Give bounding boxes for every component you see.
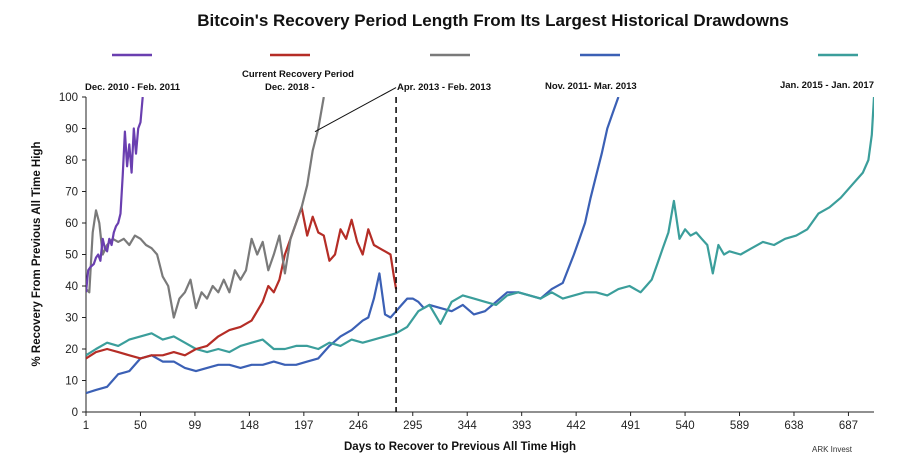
marker-group: [314, 87, 397, 412]
series-label-2: Apr. 2013 - Feb. 2013: [397, 82, 491, 93]
y-tick-label: 60: [65, 218, 78, 230]
x-tick-label: 197: [294, 420, 313, 432]
x-tick-label: 638: [784, 420, 803, 432]
chart-title: Bitcoin's Recovery Period Length From It…: [197, 11, 789, 30]
series-line-1: [86, 206, 398, 360]
series-label-prefix: Current Recovery Period: [242, 69, 354, 80]
y-tick-label: 40: [65, 281, 78, 293]
y-ticks: 0 10 20 30 40 50 60 70 80 90 100: [59, 92, 86, 419]
y-tick-label: 30: [65, 313, 78, 325]
series-lines: [86, 97, 874, 395]
x-tick-label: 344: [458, 420, 478, 432]
y-tick-label: 10: [65, 376, 78, 388]
x-tick-label: 589: [730, 420, 749, 432]
x-tick-label: 393: [512, 420, 531, 432]
credit-label: ARK Invest: [812, 445, 853, 454]
x-tick-label: 50: [134, 420, 147, 432]
y-tick-label: 90: [65, 124, 78, 136]
x-tick-label: 99: [189, 420, 202, 432]
y-tick-label: 80: [65, 155, 78, 167]
series-line-3: [86, 97, 620, 395]
x-tick-label: 491: [621, 420, 640, 432]
y-tick-label: 70: [65, 187, 78, 199]
series-label-0: Dec. 2010 - Feb. 2011: [85, 82, 181, 93]
x-tick-label: 295: [403, 420, 422, 432]
series-labels: Dec. 2010 - Feb. 2011 Dec. 2018 - Current …: [85, 69, 874, 93]
series-line-4: [86, 97, 874, 357]
x-axis-title: Days to Recover to Previous All Time Hig…: [344, 441, 576, 453]
x-tick-label: 246: [349, 420, 368, 432]
plot-frame: [85, 97, 874, 413]
series-label-1: Dec. 2018 -: [265, 82, 315, 93]
series-line-2: [86, 97, 325, 319]
annotation-pointer-line: [314, 87, 397, 133]
y-axis-title: % Recovery From Previous All Time High: [31, 142, 43, 367]
x-tick-label: 540: [675, 420, 694, 432]
y-tick-label: 50: [65, 250, 78, 262]
series-line-0: [86, 97, 144, 293]
x-tick-label: 148: [240, 420, 259, 432]
y-tick-label: 20: [65, 344, 78, 356]
x-tick-label: 442: [567, 420, 586, 432]
x-tick-label: 687: [839, 420, 858, 432]
series-label-4: Jan. 2015 - Jan. 2017: [780, 80, 874, 91]
x-tick-label: 1: [83, 420, 89, 432]
x-ticks: 1 50 99 148 197 246 295 344 393 442 491 540 589 638 68…: [83, 412, 858, 432]
y-tick-label: 0: [72, 407, 78, 419]
series-label-3: Nov. 2011- Mar. 2013: [545, 81, 637, 92]
y-tick-label: 100: [59, 92, 78, 104]
